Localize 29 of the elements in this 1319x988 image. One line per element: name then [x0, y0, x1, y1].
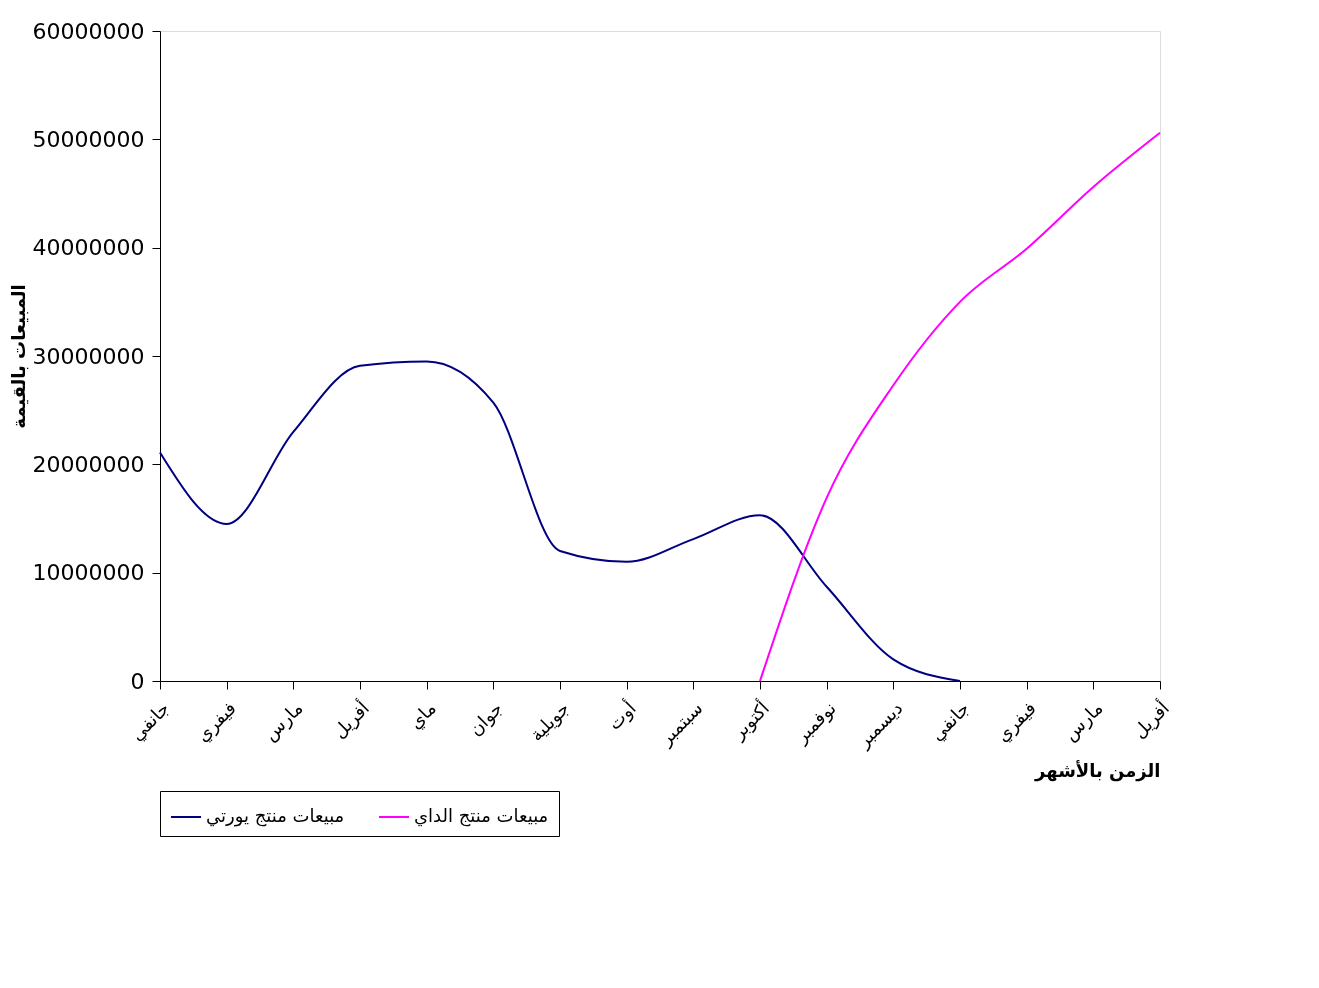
y-tick-label: 20000000 [32, 451, 145, 477]
legend-label: مبيعات منتج الداي [414, 805, 549, 827]
line-series [159, 360, 961, 682]
x-tick-label: أوت [602, 696, 641, 735]
x-tick-label: ديسمبر [852, 697, 908, 753]
x-tick-label: أكتوبر [726, 696, 774, 745]
y-axis-title: المبيعات بالقيمة [7, 284, 29, 429]
y-tick-label: 40000000 [32, 235, 145, 261]
y-tick-label: 60000000 [32, 18, 145, 44]
x-tick-label: سبتمبر [654, 697, 708, 751]
x-tick-label: جانفي [126, 697, 174, 746]
x-tick-label: فيفري [991, 697, 1041, 747]
y-tick-label: 0 [130, 668, 145, 694]
y-tick-label: 10000000 [32, 560, 145, 586]
x-tick-label: مارس [1059, 697, 1107, 745]
line-series [759, 131, 1161, 682]
x-tick-label: جويلية [525, 697, 574, 746]
x-axis-title: الزمن بالأشهر [1034, 760, 1161, 783]
y-tick-label: 30000000 [32, 343, 145, 369]
x-tick-label: فيفري [191, 697, 241, 747]
x-tick-label: مارس [259, 697, 307, 745]
legend-label: مبيعات منتج يورتي [206, 805, 345, 827]
x-tick-label: أفريل [1127, 696, 1174, 743]
x-tick-label: أفريل [327, 696, 374, 743]
x-tick-label: ماي [404, 697, 441, 734]
x-tick-label: جوان [464, 697, 508, 741]
x-tick-label: نوفمبر [789, 697, 841, 749]
x-tick-label: جانفي [926, 697, 974, 746]
y-tick-label: 50000000 [32, 126, 145, 152]
